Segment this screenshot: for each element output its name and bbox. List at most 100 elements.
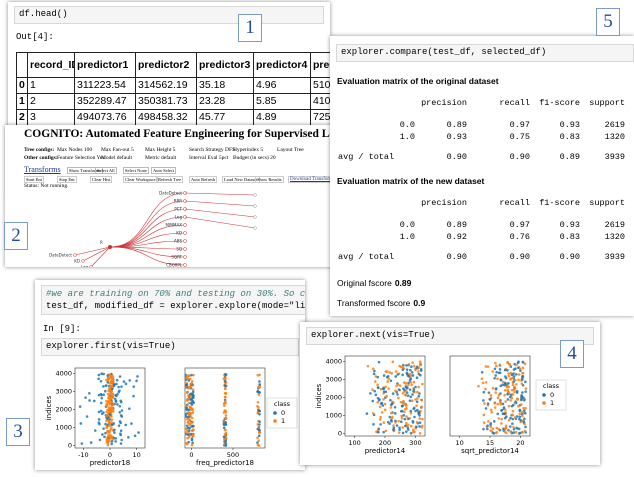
scatter-dot [418,392,421,395]
scatter-dot [382,398,385,401]
scatter-dot [405,391,409,394]
fscore-row: Original fscore 0.89 [337,278,411,288]
scatter-dot [115,378,119,382]
scatter-dot [498,368,502,371]
scatter-dot [501,402,505,406]
scatter-dot [111,407,115,411]
scatter-dot [379,387,383,391]
scatter-dot [111,375,115,379]
scatter-dot [384,385,387,389]
scatter-dot [190,443,194,447]
node-label: DateDetect [49,253,72,258]
metric-value: 1320 [604,232,625,242]
metric-value: 0.90 [446,252,467,262]
scatter-dot [493,376,496,380]
x-axis-label: sqrt_predictor14 [461,447,519,455]
scatter-dot [258,431,261,435]
button: Auto Refresh [189,176,218,183]
metric-value: 0.97 [509,220,530,230]
scatter-dot [258,409,261,413]
scatter-dot [382,430,385,434]
scatter-dot [513,390,517,394]
node-label: Log [175,215,183,220]
tree-node [81,259,85,263]
scatter-dot [78,405,82,408]
scatter-dot [397,396,400,400]
table-cell: 45.77 [196,109,254,126]
scatter-dot [409,424,413,428]
x-tick-label: 300 [409,439,421,447]
scatter-dot [222,435,226,439]
scatter-dot [371,388,374,391]
scatter-dot [392,424,395,427]
scatter-dot [507,381,510,385]
scatter-dot [389,379,393,383]
scatter-dot [189,432,193,436]
metric-value: 0.90 [509,252,530,262]
scatter-dot [110,442,113,446]
scatter-dot [407,362,411,366]
column-header: support [589,198,625,208]
scatter-dot [409,374,413,377]
tree-node [253,204,257,208]
scatter-dot [257,439,260,443]
scatter-dot [113,397,117,401]
scatter-dot [516,361,520,365]
table-cell: 3 [27,109,75,126]
scatter-dot [224,414,228,417]
scatter-dot [496,402,499,406]
scatter-dot [519,403,523,406]
scatter-dot [111,380,115,384]
scatter-dot [497,427,500,431]
scatter-dot [404,386,408,389]
y-tick-label: 3000 [325,376,342,384]
x-tick-label: 20 [516,439,524,447]
x-tick-label: 500 [227,451,239,459]
scatter-dot [93,429,97,432]
scatter-dot [482,413,486,417]
node-label: PCT [174,207,182,212]
scatter-dot [224,423,227,426]
metric-value: 0.93 [446,132,467,142]
scatter-dot [369,392,372,395]
scatter-dot [418,432,422,435]
table-cell: 498458.32 [135,109,197,126]
tree-node [253,193,257,197]
scatter-dot [108,413,112,416]
legend-box [266,397,298,429]
scatter-dot [186,420,190,424]
scatter-dot [509,399,512,402]
scatter-dot [106,443,110,447]
scatter-dot [105,410,109,414]
scatter-dot [403,417,407,421]
scatter-dot [486,420,490,423]
panel-label: 4 [560,340,584,368]
scatter-dot [184,383,188,387]
scatter-dot [500,417,504,421]
scatter-dot [504,375,507,378]
scatter-dot [522,398,526,402]
scatter-dot [410,399,414,403]
scatter-dot [192,373,195,377]
scatter-dot [135,379,138,383]
scatter-dot [480,377,484,381]
scatter-dot [500,422,503,425]
scatter-dot [97,421,101,424]
scatter-dot [504,427,507,431]
scatter-dot [112,384,116,388]
scatter-dot [395,384,398,388]
scatter-dot [524,425,527,429]
scatter-dot [524,390,527,393]
scatter-dot [407,374,410,378]
scatter-dot [258,412,261,416]
scatter-dot [185,374,189,378]
scatter-dot [405,368,409,371]
scatter-dot [97,373,101,377]
scatter-dot [518,415,522,419]
scatter-dot [97,377,100,381]
scatter-dot [187,397,190,401]
tree-edge [109,208,186,248]
metric-value: 0.89 [559,152,580,162]
scatter-dot [521,378,524,381]
